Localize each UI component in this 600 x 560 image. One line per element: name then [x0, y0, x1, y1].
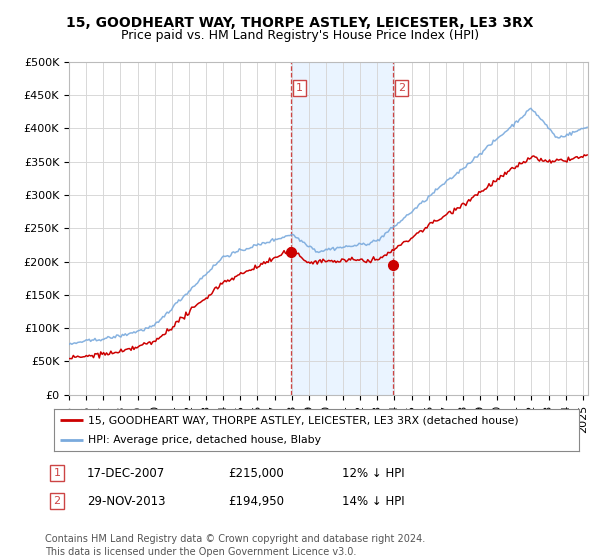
Text: 15, GOODHEART WAY, THORPE ASTLEY, LEICESTER, LE3 3RX (detached house): 15, GOODHEART WAY, THORPE ASTLEY, LEICES… [88, 415, 519, 425]
Text: 29-NOV-2013: 29-NOV-2013 [87, 494, 166, 508]
Text: HPI: Average price, detached house, Blaby: HPI: Average price, detached house, Blab… [88, 435, 321, 445]
Text: 12% ↓ HPI: 12% ↓ HPI [342, 466, 404, 480]
Text: Price paid vs. HM Land Registry's House Price Index (HPI): Price paid vs. HM Land Registry's House … [121, 29, 479, 42]
Text: 17-DEC-2007: 17-DEC-2007 [87, 466, 165, 480]
Text: 1: 1 [53, 468, 61, 478]
Text: 15, GOODHEART WAY, THORPE ASTLEY, LEICESTER, LE3 3RX: 15, GOODHEART WAY, THORPE ASTLEY, LEICES… [66, 16, 534, 30]
Text: 14% ↓ HPI: 14% ↓ HPI [342, 494, 404, 508]
Text: Contains HM Land Registry data © Crown copyright and database right 2024.
This d: Contains HM Land Registry data © Crown c… [45, 534, 425, 557]
Text: 2: 2 [53, 496, 61, 506]
Text: £215,000: £215,000 [228, 466, 284, 480]
Text: 2: 2 [398, 83, 405, 94]
Bar [291, 62, 393, 395]
Text: 1: 1 [296, 83, 303, 94]
Text: £194,950: £194,950 [228, 494, 284, 508]
